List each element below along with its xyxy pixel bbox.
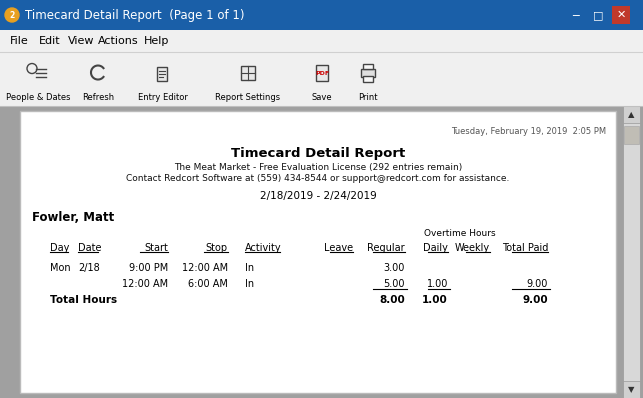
Text: Start: Start (144, 243, 168, 253)
Text: Contact Redcort Software at (559) 434-8544 or support@redcort.com for assistance: Contact Redcort Software at (559) 434-85… (126, 174, 510, 183)
Bar (363, 76, 373, 82)
Bar (0, 30, 643, 52)
Text: 5.00: 5.00 (383, 279, 405, 289)
Text: 8.00: 8.00 (379, 295, 405, 305)
Text: 9.00: 9.00 (527, 279, 548, 289)
Text: ─: ─ (572, 10, 578, 20)
Text: Print: Print (358, 92, 377, 101)
Bar (0, 52, 643, 106)
Text: Day: Day (50, 243, 69, 253)
Text: Daily: Daily (423, 243, 448, 253)
Text: Total Paid: Total Paid (502, 243, 548, 253)
Text: Leave: Leave (324, 243, 353, 253)
Bar (623, 106, 640, 123)
Text: Refresh: Refresh (82, 92, 114, 101)
Text: View: View (68, 36, 95, 46)
Bar (157, 66, 167, 80)
Text: People & Dates: People & Dates (6, 92, 70, 101)
Text: Timecard Detail Report  (Page 1 of 1): Timecard Detail Report (Page 1 of 1) (25, 8, 244, 21)
Text: ✕: ✕ (616, 10, 626, 20)
Text: 2/18: 2/18 (78, 263, 100, 273)
Text: □: □ (593, 10, 603, 20)
Text: 9:00 PM: 9:00 PM (129, 263, 168, 273)
Text: Actions: Actions (98, 36, 138, 46)
Bar (241, 66, 255, 80)
Bar (316, 64, 328, 80)
Text: 1.00: 1.00 (422, 295, 448, 305)
Text: 9.00: 9.00 (522, 295, 548, 305)
Text: Weekly: Weekly (455, 243, 490, 253)
Bar (624, 126, 639, 144)
Text: Report Settings: Report Settings (215, 92, 280, 101)
Text: In: In (245, 263, 254, 273)
Text: Stop: Stop (206, 243, 228, 253)
Text: Tuesday, February 19, 2019  2:05 PM: Tuesday, February 19, 2019 2:05 PM (451, 127, 606, 136)
Text: 3.00: 3.00 (384, 263, 405, 273)
Text: The Meat Market - Free Evaluation License (292 entries remain): The Meat Market - Free Evaluation Licens… (174, 163, 462, 172)
Text: Edit: Edit (39, 36, 61, 46)
Bar (0, 106, 643, 398)
Text: ▲: ▲ (628, 110, 635, 119)
Text: Overtime Hours: Overtime Hours (424, 229, 496, 238)
Text: Entry Editor: Entry Editor (138, 92, 188, 101)
Bar (363, 64, 373, 68)
Text: Mon: Mon (50, 263, 71, 273)
Text: Timecard Detail Report: Timecard Detail Report (231, 147, 405, 160)
Text: Regular: Regular (367, 243, 405, 253)
Bar (566, 6, 584, 24)
Text: ▼: ▼ (628, 385, 635, 394)
Text: Fowler, Matt: Fowler, Matt (32, 211, 114, 224)
Bar (612, 6, 630, 24)
Bar (589, 6, 607, 24)
Text: 12:00 AM: 12:00 AM (182, 263, 228, 273)
Text: Total Hours: Total Hours (50, 295, 117, 305)
Bar (20, 111, 616, 393)
Text: In: In (245, 279, 254, 289)
Bar (361, 68, 375, 76)
Text: File: File (10, 36, 29, 46)
Text: 12:00 AM: 12:00 AM (122, 279, 168, 289)
Text: Save: Save (312, 92, 332, 101)
Text: PDF: PDF (315, 71, 329, 76)
Text: 2: 2 (10, 10, 15, 20)
Text: Activity: Activity (245, 243, 282, 253)
Text: 2/18/2019 - 2/24/2019: 2/18/2019 - 2/24/2019 (260, 191, 376, 201)
Circle shape (5, 8, 19, 22)
Text: 6:00 AM: 6:00 AM (188, 279, 228, 289)
Text: Help: Help (144, 36, 170, 46)
Text: Date: Date (78, 243, 102, 253)
Bar (0, 0, 643, 30)
Bar (623, 106, 640, 398)
Text: 1.00: 1.00 (426, 279, 448, 289)
Bar (623, 381, 640, 398)
